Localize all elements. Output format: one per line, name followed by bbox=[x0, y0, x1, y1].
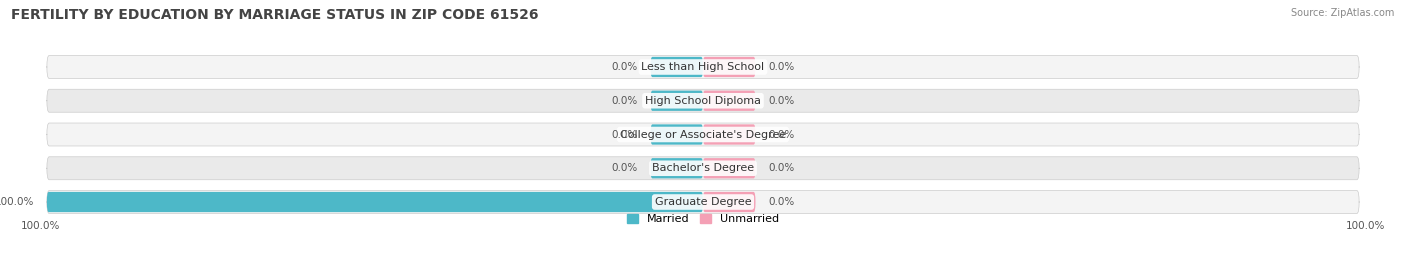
FancyBboxPatch shape bbox=[46, 157, 1360, 180]
Text: FERTILITY BY EDUCATION BY MARRIAGE STATUS IN ZIP CODE 61526: FERTILITY BY EDUCATION BY MARRIAGE STATU… bbox=[11, 8, 538, 22]
Legend: Married, Unmarried: Married, Unmarried bbox=[621, 210, 785, 229]
Text: 100.0%: 100.0% bbox=[0, 197, 34, 207]
Text: 0.0%: 0.0% bbox=[612, 62, 637, 72]
FancyBboxPatch shape bbox=[651, 57, 703, 77]
Text: 0.0%: 0.0% bbox=[769, 129, 794, 140]
FancyBboxPatch shape bbox=[703, 124, 755, 145]
FancyBboxPatch shape bbox=[46, 190, 1360, 214]
FancyBboxPatch shape bbox=[46, 123, 1360, 146]
FancyBboxPatch shape bbox=[703, 192, 755, 212]
Text: 0.0%: 0.0% bbox=[769, 163, 794, 173]
FancyBboxPatch shape bbox=[46, 55, 1360, 79]
FancyBboxPatch shape bbox=[703, 57, 755, 77]
Text: College or Associate's Degree: College or Associate's Degree bbox=[620, 129, 786, 140]
Text: 0.0%: 0.0% bbox=[769, 96, 794, 106]
Text: 0.0%: 0.0% bbox=[769, 197, 794, 207]
FancyBboxPatch shape bbox=[46, 89, 1360, 112]
Text: Less than High School: Less than High School bbox=[641, 62, 765, 72]
FancyBboxPatch shape bbox=[651, 124, 703, 145]
Text: High School Diploma: High School Diploma bbox=[645, 96, 761, 106]
FancyBboxPatch shape bbox=[703, 158, 755, 178]
Text: 100.0%: 100.0% bbox=[1346, 221, 1385, 231]
Text: Bachelor's Degree: Bachelor's Degree bbox=[652, 163, 754, 173]
Text: Source: ZipAtlas.com: Source: ZipAtlas.com bbox=[1291, 8, 1395, 18]
Text: 0.0%: 0.0% bbox=[612, 96, 637, 106]
FancyBboxPatch shape bbox=[703, 91, 755, 111]
Text: 100.0%: 100.0% bbox=[21, 221, 60, 231]
Text: Graduate Degree: Graduate Degree bbox=[655, 197, 751, 207]
FancyBboxPatch shape bbox=[46, 192, 703, 212]
Text: 0.0%: 0.0% bbox=[612, 163, 637, 173]
FancyBboxPatch shape bbox=[651, 158, 703, 178]
Text: 0.0%: 0.0% bbox=[769, 62, 794, 72]
FancyBboxPatch shape bbox=[651, 91, 703, 111]
Text: 0.0%: 0.0% bbox=[612, 129, 637, 140]
